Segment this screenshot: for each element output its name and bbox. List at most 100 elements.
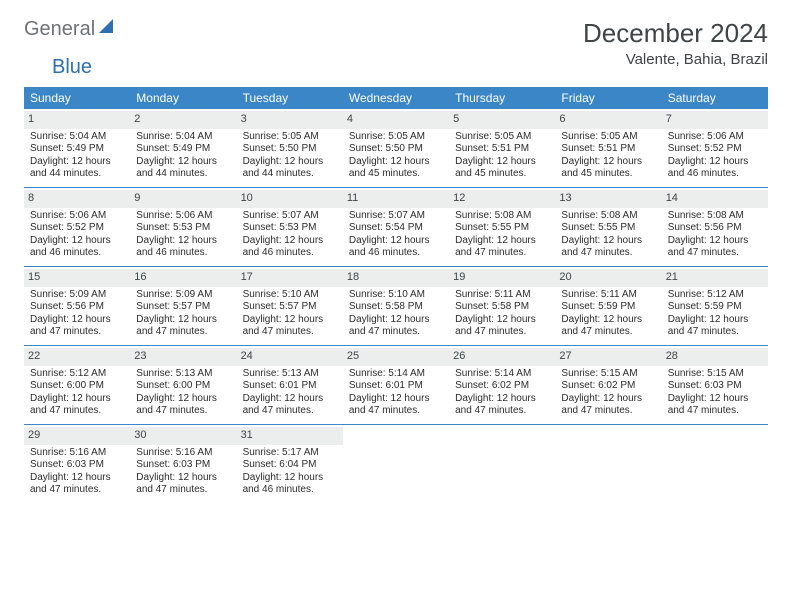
day-number: 7	[662, 111, 768, 129]
day-number: 8	[24, 190, 130, 208]
day-info: Sunrise: 5:11 AMSunset: 5:59 PMDaylight:…	[561, 289, 655, 339]
day-header-tuesday: Tuesday	[237, 87, 343, 109]
daylight-text: Daylight: 12 hours and 47 minutes.	[668, 235, 762, 260]
sunset-text: Sunset: 6:00 PM	[136, 380, 230, 393]
day-header-monday: Monday	[130, 87, 236, 109]
daylight-text: Daylight: 12 hours and 47 minutes.	[30, 393, 124, 418]
calendar-cell: 25Sunrise: 5:14 AMSunset: 6:01 PMDayligh…	[343, 346, 449, 424]
sunset-text: Sunset: 5:55 PM	[455, 222, 549, 235]
day-header-wednesday: Wednesday	[343, 87, 449, 109]
calendar-cell-empty	[449, 425, 555, 503]
sunrise-text: Sunrise: 5:16 AM	[136, 447, 230, 460]
day-info: Sunrise: 5:05 AMSunset: 5:50 PMDaylight:…	[243, 131, 337, 181]
week-row: 22Sunrise: 5:12 AMSunset: 6:00 PMDayligh…	[24, 346, 768, 425]
logo-text-general: General	[24, 18, 95, 41]
week-row: 1Sunrise: 5:04 AMSunset: 5:49 PMDaylight…	[24, 109, 768, 188]
daylight-text: Daylight: 12 hours and 46 minutes.	[243, 472, 337, 497]
day-number: 28	[662, 348, 768, 366]
calendar-cell: 24Sunrise: 5:13 AMSunset: 6:01 PMDayligh…	[237, 346, 343, 424]
day-number: 4	[343, 111, 449, 129]
week-row: 8 Sunrise: 5:06 AMSunset: 5:52 PM Daylight…	[24, 188, 768, 267]
daylight-text: Daylight: 12 hours and 45 minutes.	[349, 156, 443, 181]
sunrise-text: Sunrise: 5:08 AM	[561, 210, 655, 223]
sunrise-text: Sunrise: 5:07 AM	[349, 210, 443, 223]
sunrise-text: Sunrise: 5:16 AM	[30, 447, 124, 460]
daylight-text: Daylight: 12 hours and 47 minutes.	[30, 472, 124, 497]
daylight-text: Daylight: 12 hours and 47 minutes.	[561, 393, 655, 418]
day-info: Sunrise: 5:17 AMSunset: 6:04 PMDaylight:…	[243, 447, 337, 497]
daylight-text: Daylight: 12 hours and 47 minutes.	[136, 393, 230, 418]
sunrise-text: Sunrise: 5:15 AM	[561, 368, 655, 381]
day-number: 19	[449, 269, 555, 287]
sunset-text: Sunset: 5:52 PM	[30, 222, 124, 235]
daylight-text: Daylight: 12 hours and 47 minutes.	[668, 393, 762, 418]
day-info: Sunrise: 5:12 AMSunset: 5:59 PMDaylight:…	[668, 289, 762, 339]
calendar-cell: 10Sunrise: 5:07 AMSunset: 5:53 PMDayligh…	[237, 188, 343, 266]
sunset-text: Sunset: 6:02 PM	[455, 380, 549, 393]
sunset-text: Sunset: 6:03 PM	[668, 380, 762, 393]
day-number: 6	[555, 111, 661, 129]
sunset-text: Sunset: 5:50 PM	[349, 143, 443, 156]
sunset-text: Sunset: 5:57 PM	[243, 301, 337, 314]
day-info: Sunrise: 5:05 AMSunset: 5:51 PMDaylight:…	[455, 131, 549, 181]
sunrise-text: Sunrise: 5:10 AM	[243, 289, 337, 302]
sunset-text: Sunset: 6:00 PM	[30, 380, 124, 393]
calendar-cell: 14Sunrise: 5:08 AMSunset: 5:56 PMDayligh…	[662, 188, 768, 266]
day-info: Sunrise: 5:11 AMSunset: 5:58 PMDaylight:…	[455, 289, 549, 339]
sunrise-text: Sunrise: 5:12 AM	[30, 368, 124, 381]
month-title: December 2024	[583, 18, 768, 49]
daylight-text: Daylight: 12 hours and 47 minutes.	[136, 472, 230, 497]
day-info: Sunrise: 5:13 AMSunset: 6:00 PMDaylight:…	[136, 368, 230, 418]
calendar-cell: 2Sunrise: 5:04 AMSunset: 5:49 PMDaylight…	[130, 109, 236, 187]
sunset-text: Sunset: 5:54 PM	[349, 222, 443, 235]
calendar-cell: 15Sunrise: 5:09 AMSunset: 5:56 PMDayligh…	[24, 267, 130, 345]
daylight-text: Daylight: 12 hours and 47 minutes.	[349, 314, 443, 339]
calendar-cell: 30 Sunrise: 5:16 AMSunset: 6:03 PMDayligh…	[130, 425, 236, 503]
day-info: Sunrise: 5:16 AMSunset: 6:03 PMDaylight:…	[136, 447, 230, 497]
day-number: 27	[555, 348, 661, 366]
sunset-text: Sunset: 5:58 PM	[349, 301, 443, 314]
day-header-saturday: Saturday	[662, 87, 768, 109]
sunset-text: Sunset: 5:58 PM	[455, 301, 549, 314]
sunset-text: Sunset: 5:59 PM	[561, 301, 655, 314]
day-info: Sunrise: 5:07 AMSunset: 5:53 PMDaylight:…	[243, 210, 337, 260]
day-number: 11	[343, 190, 449, 208]
sunset-text: Sunset: 5:59 PM	[668, 301, 762, 314]
day-number: 25	[343, 348, 449, 366]
sunset-text: Sunset: 6:03 PM	[136, 459, 230, 472]
calendar-cell: 26Sunrise: 5:14 AMSunset: 6:02 PMDayligh…	[449, 346, 555, 424]
sunrise-text: Sunrise: 5:06 AM	[30, 210, 124, 223]
sunrise-text: Sunrise: 5:17 AM	[243, 447, 337, 460]
day-header-friday: Friday	[555, 87, 661, 109]
sunrise-text: Sunrise: 5:08 AM	[668, 210, 762, 223]
day-info: Sunrise: 5:04 AMSunset: 5:49 PMDaylight:…	[30, 131, 124, 181]
weeks-container: 1Sunrise: 5:04 AMSunset: 5:49 PMDaylight…	[24, 109, 768, 503]
day-number: 22	[24, 348, 130, 366]
sunset-text: Sunset: 5:52 PM	[668, 143, 762, 156]
sunrise-text: Sunrise: 5:09 AM	[30, 289, 124, 302]
calendar-cell: 27 Sunrise: 5:15 AMSunset: 6:02 PMDayligh…	[555, 346, 661, 424]
sunrise-text: Sunrise: 5:05 AM	[349, 131, 443, 144]
day-number: 24	[237, 348, 343, 366]
day-number: 29	[24, 427, 130, 445]
calendar-cell: 13Sunrise: 5:08 AMSunset: 5:55 PMDayligh…	[555, 188, 661, 266]
calendar-cell: 9Sunrise: 5:06 AMSunset: 5:53 PMDaylight…	[130, 188, 236, 266]
calendar-cell: 11 Sunrise: 5:07 AMSunset: 5:54 PMDayligh…	[343, 188, 449, 266]
sunrise-text: Sunrise: 5:05 AM	[243, 131, 337, 144]
day-info: Sunrise: 5:06 AMSunset: 5:52 PMDaylight:…	[668, 131, 762, 181]
calendar-cell-empty	[343, 425, 449, 503]
day-number: 17	[237, 269, 343, 287]
calendar-cell: 19 Sunrise: 5:11 AMSunset: 5:58 PMDayligh…	[449, 267, 555, 345]
day-info: Sunrise: 5:07 AMSunset: 5:54 PMDaylight:…	[349, 210, 443, 260]
calendar-cell: 8Sunrise: 5:06 AMSunset: 5:52 PMDaylight…	[24, 188, 130, 266]
calendar-cell: 21Sunrise: 5:12 AMSunset: 5:59 PMDayligh…	[662, 267, 768, 345]
calendar-cell-empty	[555, 425, 661, 503]
day-number: 31	[237, 427, 343, 445]
daylight-text: Daylight: 12 hours and 47 minutes.	[668, 314, 762, 339]
sunset-text: Sunset: 6:01 PM	[349, 380, 443, 393]
sunset-text: Sunset: 6:02 PM	[561, 380, 655, 393]
day-number: 14	[662, 190, 768, 208]
day-number: 30	[130, 427, 236, 445]
day-header-row: SundayMondayTuesdayWednesdayThursdayFrid…	[24, 87, 768, 109]
sunrise-text: Sunrise: 5:13 AM	[243, 368, 337, 381]
